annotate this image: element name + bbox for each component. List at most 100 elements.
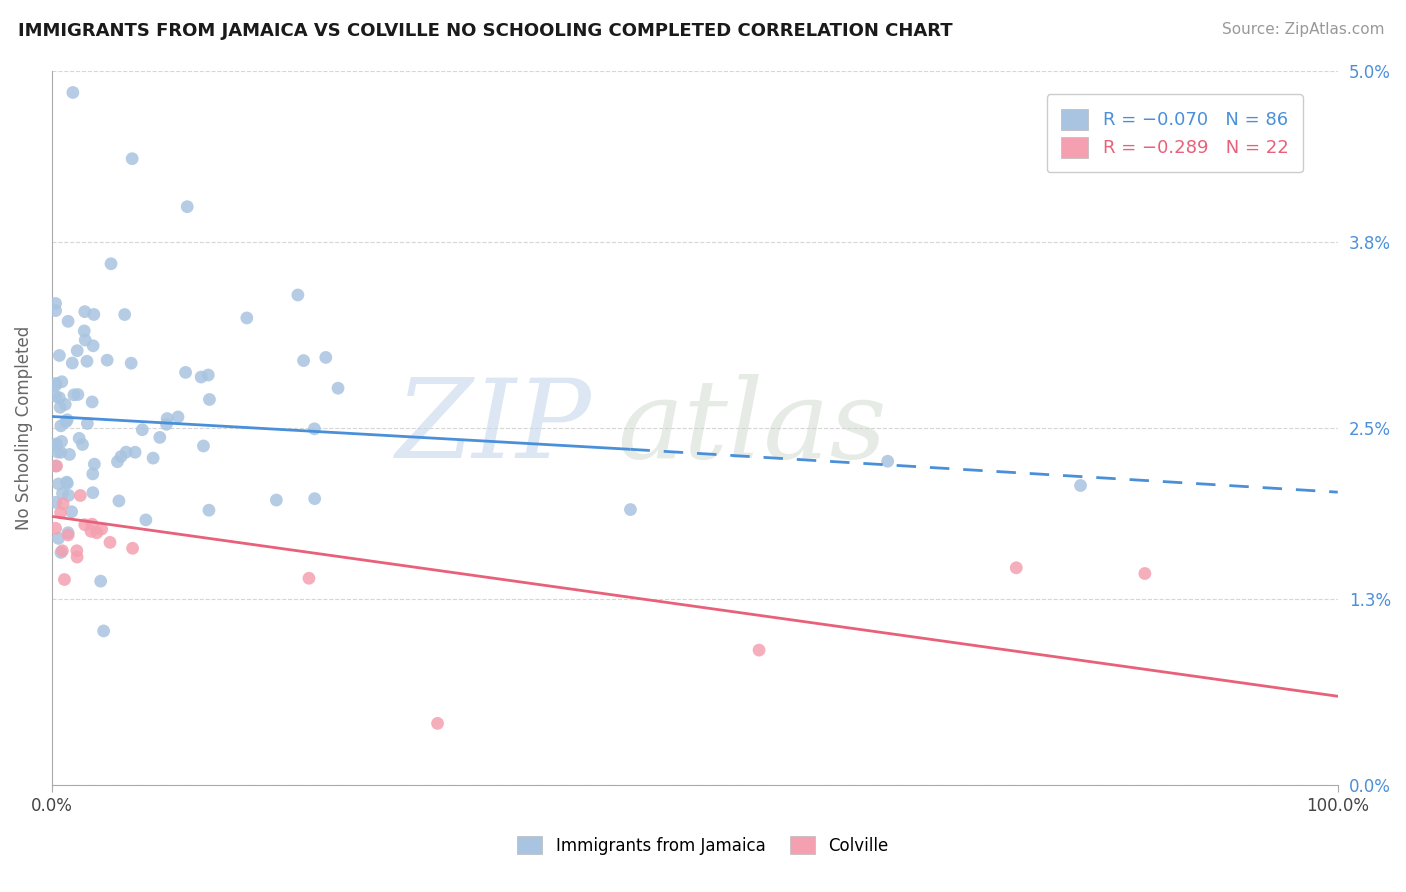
Point xyxy=(115,445,138,459)
Point xyxy=(120,356,142,370)
Point xyxy=(45,378,67,392)
Point xyxy=(82,467,104,481)
Point xyxy=(107,455,129,469)
Point xyxy=(73,517,96,532)
Point xyxy=(176,200,198,214)
Text: ZIP: ZIP xyxy=(396,374,592,482)
Text: Source: ZipAtlas.com: Source: ZipAtlas.com xyxy=(1222,22,1385,37)
Point xyxy=(58,447,80,461)
Point xyxy=(326,381,349,395)
Point xyxy=(80,524,103,539)
Point xyxy=(67,431,90,445)
Point xyxy=(83,457,105,471)
Point xyxy=(51,375,73,389)
Point xyxy=(90,522,112,536)
Point xyxy=(149,430,172,444)
Point xyxy=(83,308,105,322)
Point xyxy=(1133,566,1156,581)
Point xyxy=(53,573,76,587)
Point xyxy=(315,351,337,365)
Point xyxy=(114,308,136,322)
Point xyxy=(76,354,98,368)
Point xyxy=(266,493,288,508)
Point xyxy=(45,458,67,473)
Point xyxy=(131,423,153,437)
Point xyxy=(75,333,97,347)
Point xyxy=(155,417,177,432)
Point xyxy=(98,535,121,549)
Point xyxy=(426,716,449,731)
Point xyxy=(748,643,770,657)
Point xyxy=(121,541,143,556)
Legend: Immigrants from Jamaica, Colville: Immigrants from Jamaica, Colville xyxy=(510,830,896,862)
Point xyxy=(619,502,641,516)
Point xyxy=(58,488,80,502)
Point xyxy=(45,376,67,391)
Point xyxy=(96,353,118,368)
Point xyxy=(49,545,72,559)
Point xyxy=(66,343,89,358)
Point xyxy=(46,445,69,459)
Point xyxy=(45,438,67,452)
Point xyxy=(49,401,72,415)
Point xyxy=(56,476,79,491)
Point xyxy=(56,413,79,427)
Point xyxy=(73,304,96,318)
Point xyxy=(53,397,76,411)
Point xyxy=(45,521,67,535)
Point xyxy=(55,415,77,429)
Point xyxy=(82,485,104,500)
Text: atlas: atlas xyxy=(617,374,887,482)
Point xyxy=(198,503,221,517)
Point xyxy=(48,391,70,405)
Point xyxy=(304,491,326,506)
Point xyxy=(135,513,157,527)
Y-axis label: No Schooling Completed: No Schooling Completed xyxy=(15,326,32,530)
Point xyxy=(174,365,197,379)
Point xyxy=(292,353,315,368)
Point xyxy=(193,439,215,453)
Point xyxy=(69,488,91,502)
Legend: R = −0.070   N = 86, R = −0.289   N = 22: R = −0.070 N = 86, R = −0.289 N = 22 xyxy=(1047,95,1303,172)
Point xyxy=(56,525,79,540)
Point xyxy=(45,296,67,310)
Point xyxy=(62,86,84,100)
Point xyxy=(86,525,108,540)
Point xyxy=(108,494,131,508)
Point xyxy=(49,445,72,459)
Point xyxy=(49,418,72,433)
Point xyxy=(197,368,219,382)
Point xyxy=(60,356,83,370)
Point xyxy=(51,434,73,449)
Point xyxy=(82,339,104,353)
Point xyxy=(298,571,321,585)
Point xyxy=(66,550,89,565)
Point xyxy=(72,437,94,451)
Point xyxy=(48,477,70,491)
Point xyxy=(48,532,70,546)
Point xyxy=(48,349,70,363)
Point xyxy=(110,450,132,464)
Point xyxy=(190,370,212,384)
Point xyxy=(1070,478,1092,492)
Point xyxy=(66,543,89,558)
Point xyxy=(82,517,104,532)
Point xyxy=(49,506,72,520)
Point xyxy=(90,574,112,589)
Point xyxy=(55,475,77,490)
Point xyxy=(51,486,73,500)
Point xyxy=(56,314,79,328)
Point xyxy=(236,310,259,325)
Point xyxy=(51,543,73,558)
Point xyxy=(76,417,98,431)
Point xyxy=(60,505,83,519)
Point xyxy=(156,411,179,425)
Point xyxy=(45,389,67,403)
Point xyxy=(876,454,898,468)
Point xyxy=(100,257,122,271)
Point xyxy=(73,324,96,338)
Point xyxy=(45,495,67,509)
Text: IMMIGRANTS FROM JAMAICA VS COLVILLE NO SCHOOLING COMPLETED CORRELATION CHART: IMMIGRANTS FROM JAMAICA VS COLVILLE NO S… xyxy=(18,22,953,40)
Point xyxy=(198,392,221,407)
Point xyxy=(66,387,89,401)
